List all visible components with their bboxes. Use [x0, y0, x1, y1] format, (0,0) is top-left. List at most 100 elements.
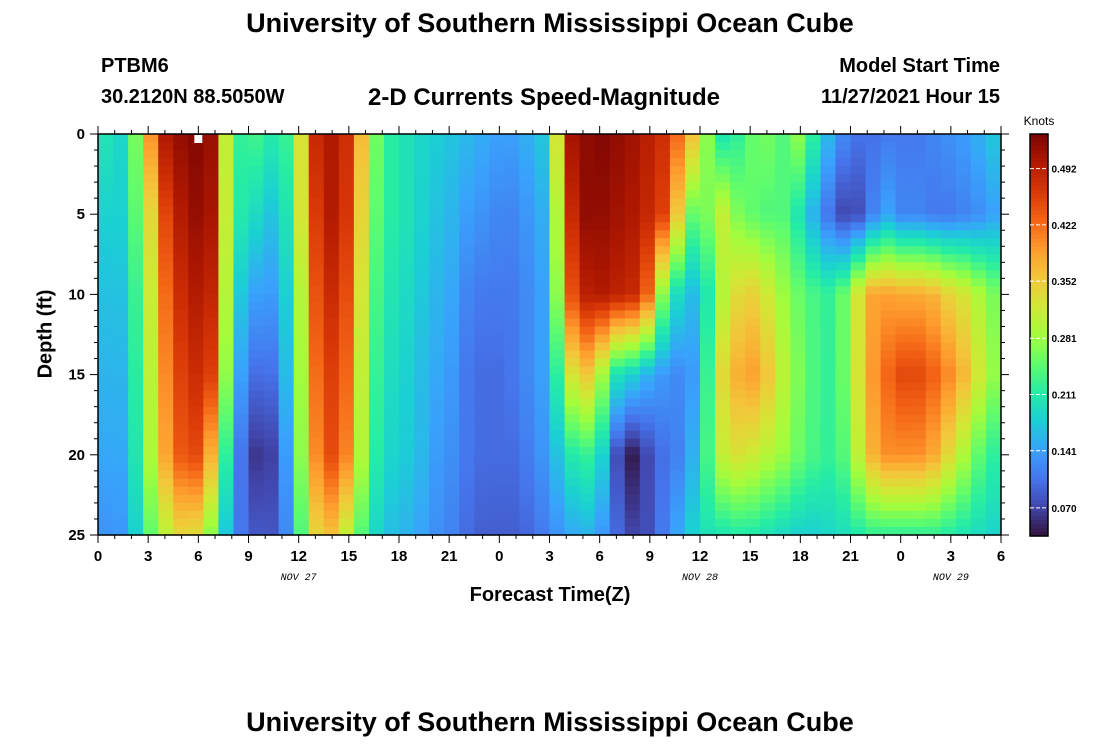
heatmap-cell: [383, 390, 400, 400]
heatmap-cell: [594, 366, 611, 376]
colorbar-segment: [1030, 387, 1048, 392]
heatmap-cell: [910, 518, 927, 528]
heatmap-cell: [459, 526, 475, 536]
heatmap-cell: [835, 438, 852, 448]
heatmap-cell: [850, 486, 867, 496]
heatmap-cell: [519, 206, 536, 215]
heatmap-cell: [323, 406, 340, 416]
heatmap-cell: [308, 318, 325, 328]
heatmap-cell: [504, 502, 520, 512]
heatmap-cell: [700, 238, 716, 247]
heatmap-cell: [654, 270, 671, 279]
heatmap-cell: [985, 430, 1002, 440]
heatmap-cell: [745, 222, 761, 231]
heatmap-cell: [113, 494, 129, 504]
heatmap-cell: [248, 374, 265, 384]
heatmap-cell: [203, 470, 219, 480]
heatmap-cell: [775, 478, 791, 488]
heatmap-cell: [850, 278, 867, 287]
heatmap-cell: [835, 166, 852, 175]
heatmap-cell: [218, 190, 235, 199]
heatmap-cell: [308, 158, 325, 167]
heatmap-cell: [895, 166, 912, 175]
colorbar-segment: [1030, 519, 1048, 525]
heatmap-cell: [489, 470, 505, 480]
heatmap-cell: [323, 142, 340, 151]
heatmap-cell: [835, 398, 852, 408]
heatmap-cell: [865, 278, 882, 287]
heatmap-cell: [715, 166, 731, 175]
heatmap-cell: [880, 150, 897, 159]
heatmap-cell: [218, 526, 235, 536]
heatmap-cell: [98, 414, 114, 424]
heatmap-cell: [414, 214, 430, 223]
heatmap-cell: [639, 222, 656, 231]
heatmap-cell: [338, 494, 355, 504]
heatmap-cell: [715, 526, 731, 536]
heatmap-cell: [700, 350, 716, 360]
heatmap-cell: [609, 174, 626, 183]
heatmap-cell: [519, 382, 536, 392]
heatmap-cell: [128, 190, 144, 199]
heatmap-cell: [338, 446, 355, 456]
heatmap-cell: [534, 158, 551, 167]
heatmap-cell: [414, 422, 430, 432]
colorbar-segment: [1030, 443, 1048, 449]
heatmap-cell: [925, 198, 942, 207]
heatmap-cell: [368, 254, 385, 263]
heatmap-cell: [985, 326, 1002, 336]
heatmap-cell: [715, 270, 731, 279]
heatmap-cell: [143, 358, 159, 368]
heatmap-cell: [654, 526, 671, 536]
colorbar-segment: [1030, 142, 1048, 147]
heatmap-cell: [549, 478, 566, 488]
heatmap-cell: [293, 430, 310, 440]
heatmap-cell: [910, 358, 927, 368]
heatmap-cell: [790, 358, 806, 368]
heatmap-cell: [609, 190, 626, 199]
heatmap-cell: [895, 430, 912, 440]
heatmap-cell: [459, 174, 475, 183]
heatmap-cell: [985, 438, 1002, 448]
heatmap-cell: [504, 238, 520, 247]
heatmap-cell: [805, 422, 821, 432]
heatmap-cell: [910, 374, 927, 384]
heatmap-cell: [534, 318, 551, 328]
heatmap-cell: [173, 190, 189, 199]
heatmap-cell: [775, 150, 791, 159]
heatmap-cell: [158, 318, 174, 328]
heatmap-cell: [985, 510, 1002, 520]
heatmap-cell: [399, 286, 415, 295]
heatmap-cell: [910, 486, 927, 496]
heatmap-cell: [323, 206, 340, 215]
heatmap-cell: [760, 502, 776, 512]
heatmap-cell: [639, 206, 656, 215]
heatmap-cell: [760, 158, 776, 167]
heatmap-cell: [925, 270, 942, 279]
heatmap-cell: [730, 494, 746, 504]
heatmap-cell: [865, 414, 882, 424]
heatmap-cell: [399, 158, 415, 167]
heatmap-cell: [564, 358, 581, 368]
heatmap-cell: [113, 222, 129, 231]
heatmap-cell: [760, 286, 776, 295]
heatmap-cell: [128, 518, 144, 528]
heatmap-cell: [925, 430, 942, 440]
surface-marker: [194, 135, 203, 143]
heatmap-cell: [188, 198, 204, 207]
heatmap-cell: [745, 246, 761, 255]
heatmap-cell: [715, 470, 731, 480]
heatmap-cell: [639, 454, 656, 464]
heatmap-cell: [218, 470, 235, 480]
heatmap-cell: [474, 382, 490, 392]
heatmap-cell: [474, 470, 490, 480]
heatmap-cell: [534, 190, 551, 199]
heatmap-cell: [564, 246, 581, 255]
heatmap-cell: [444, 334, 460, 344]
heatmap-cell: [368, 446, 385, 456]
heatmap-cell: [504, 350, 520, 360]
heatmap-cell: [203, 198, 219, 207]
heatmap-cell: [790, 158, 806, 167]
heatmap-cell: [173, 494, 189, 504]
heatmap-cell: [579, 470, 596, 480]
